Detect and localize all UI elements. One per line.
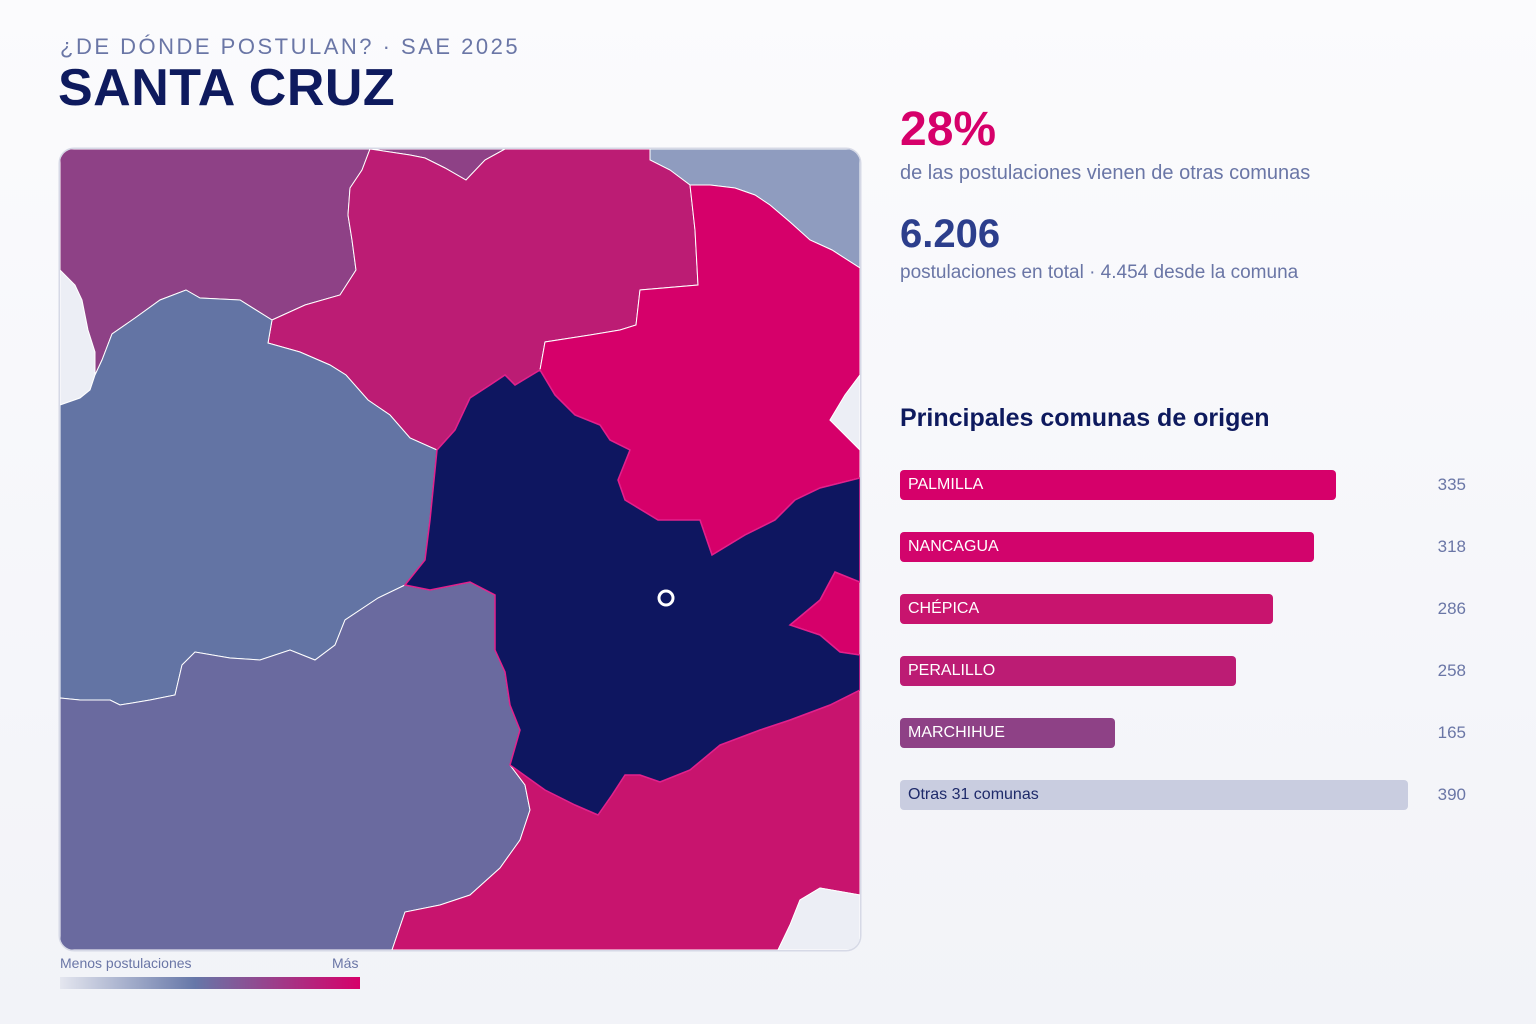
eyebrow-label: ¿DE DÓNDE POSTULAN? · SAE 2025 [60, 34, 521, 59]
region-santa-cruz [403, 368, 860, 816]
ranking-value: 335 [1437, 475, 1466, 494]
ranking-row: CHÉPICA 286 [900, 594, 1500, 624]
ranking-bar-label: Otras 31 comunas [908, 786, 1039, 803]
ranking-bar-label: PERALILLO [908, 662, 996, 679]
ranking-bar: Otras 31 comunas [900, 780, 1408, 810]
legend-high-label: Más [332, 955, 359, 971]
legend-low-label: Menos postulaciones [60, 955, 192, 971]
ranking-bar: PALMILLA [900, 470, 1337, 500]
page-title: SANTA CRUZ [58, 59, 396, 117]
ranking-bar-label: MARCHIHUE [908, 724, 1005, 741]
external-share-percent: 28% [900, 103, 997, 156]
ranking-row: MARCHIHUE 165 [900, 718, 1500, 748]
ranking-title: Principales comunas de origen [900, 404, 1270, 432]
choropleth-map [60, 149, 860, 950]
external-share-label: de las postulaciones vienen de otras com… [900, 162, 1311, 184]
ranking-row: PALMILLA 335 [900, 470, 1500, 500]
ranking-bar-label: NANCAGUA [908, 538, 999, 555]
region-east-fringe [829, 374, 860, 451]
ranking-bar: MARCHIHUE [900, 718, 1115, 748]
ranking-bar: NANCAGUA [900, 532, 1315, 562]
comuna-center-marker [657, 589, 675, 607]
ranking-value: 390 [1437, 785, 1466, 804]
ranking-row: PERALILLO 258 [900, 656, 1500, 686]
total-applications: 6.206 [900, 212, 1001, 256]
legend-gradient-bar [60, 977, 360, 989]
ranking-bar: PERALILLO [900, 656, 1237, 686]
ranking-row: Otras 31 comunas 390 [900, 780, 1500, 810]
ranking-value: 286 [1437, 599, 1466, 618]
ranking-value: 318 [1437, 537, 1466, 556]
ranking-row: NANCAGUA 318 [900, 532, 1500, 562]
ranking-bar: CHÉPICA [900, 594, 1273, 624]
ranking-value: 258 [1437, 661, 1466, 680]
ranking-bar-label: CHÉPICA [908, 600, 980, 617]
total-applications-label: postulaciones en total · 4.454 desde la … [900, 262, 1299, 283]
region-southeast-corner [777, 887, 860, 950]
ranking-bar-label: PALMILLA [908, 476, 984, 493]
ranking-value: 165 [1437, 723, 1466, 742]
